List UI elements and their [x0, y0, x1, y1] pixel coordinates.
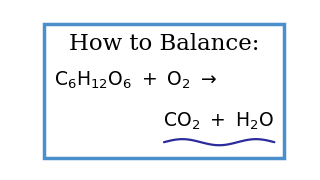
Text: How to Balance:: How to Balance:: [69, 33, 259, 55]
Text: $\mathsf{C_6H_{12}O_6}$$\mathsf{\ +\ O_2\ \rightarrow}$: $\mathsf{C_6H_{12}O_6}$$\mathsf{\ +\ O_2…: [54, 70, 217, 91]
Text: $\mathsf{CO_2\ +\ H_2O}$: $\mathsf{CO_2\ +\ H_2O}$: [164, 111, 274, 132]
